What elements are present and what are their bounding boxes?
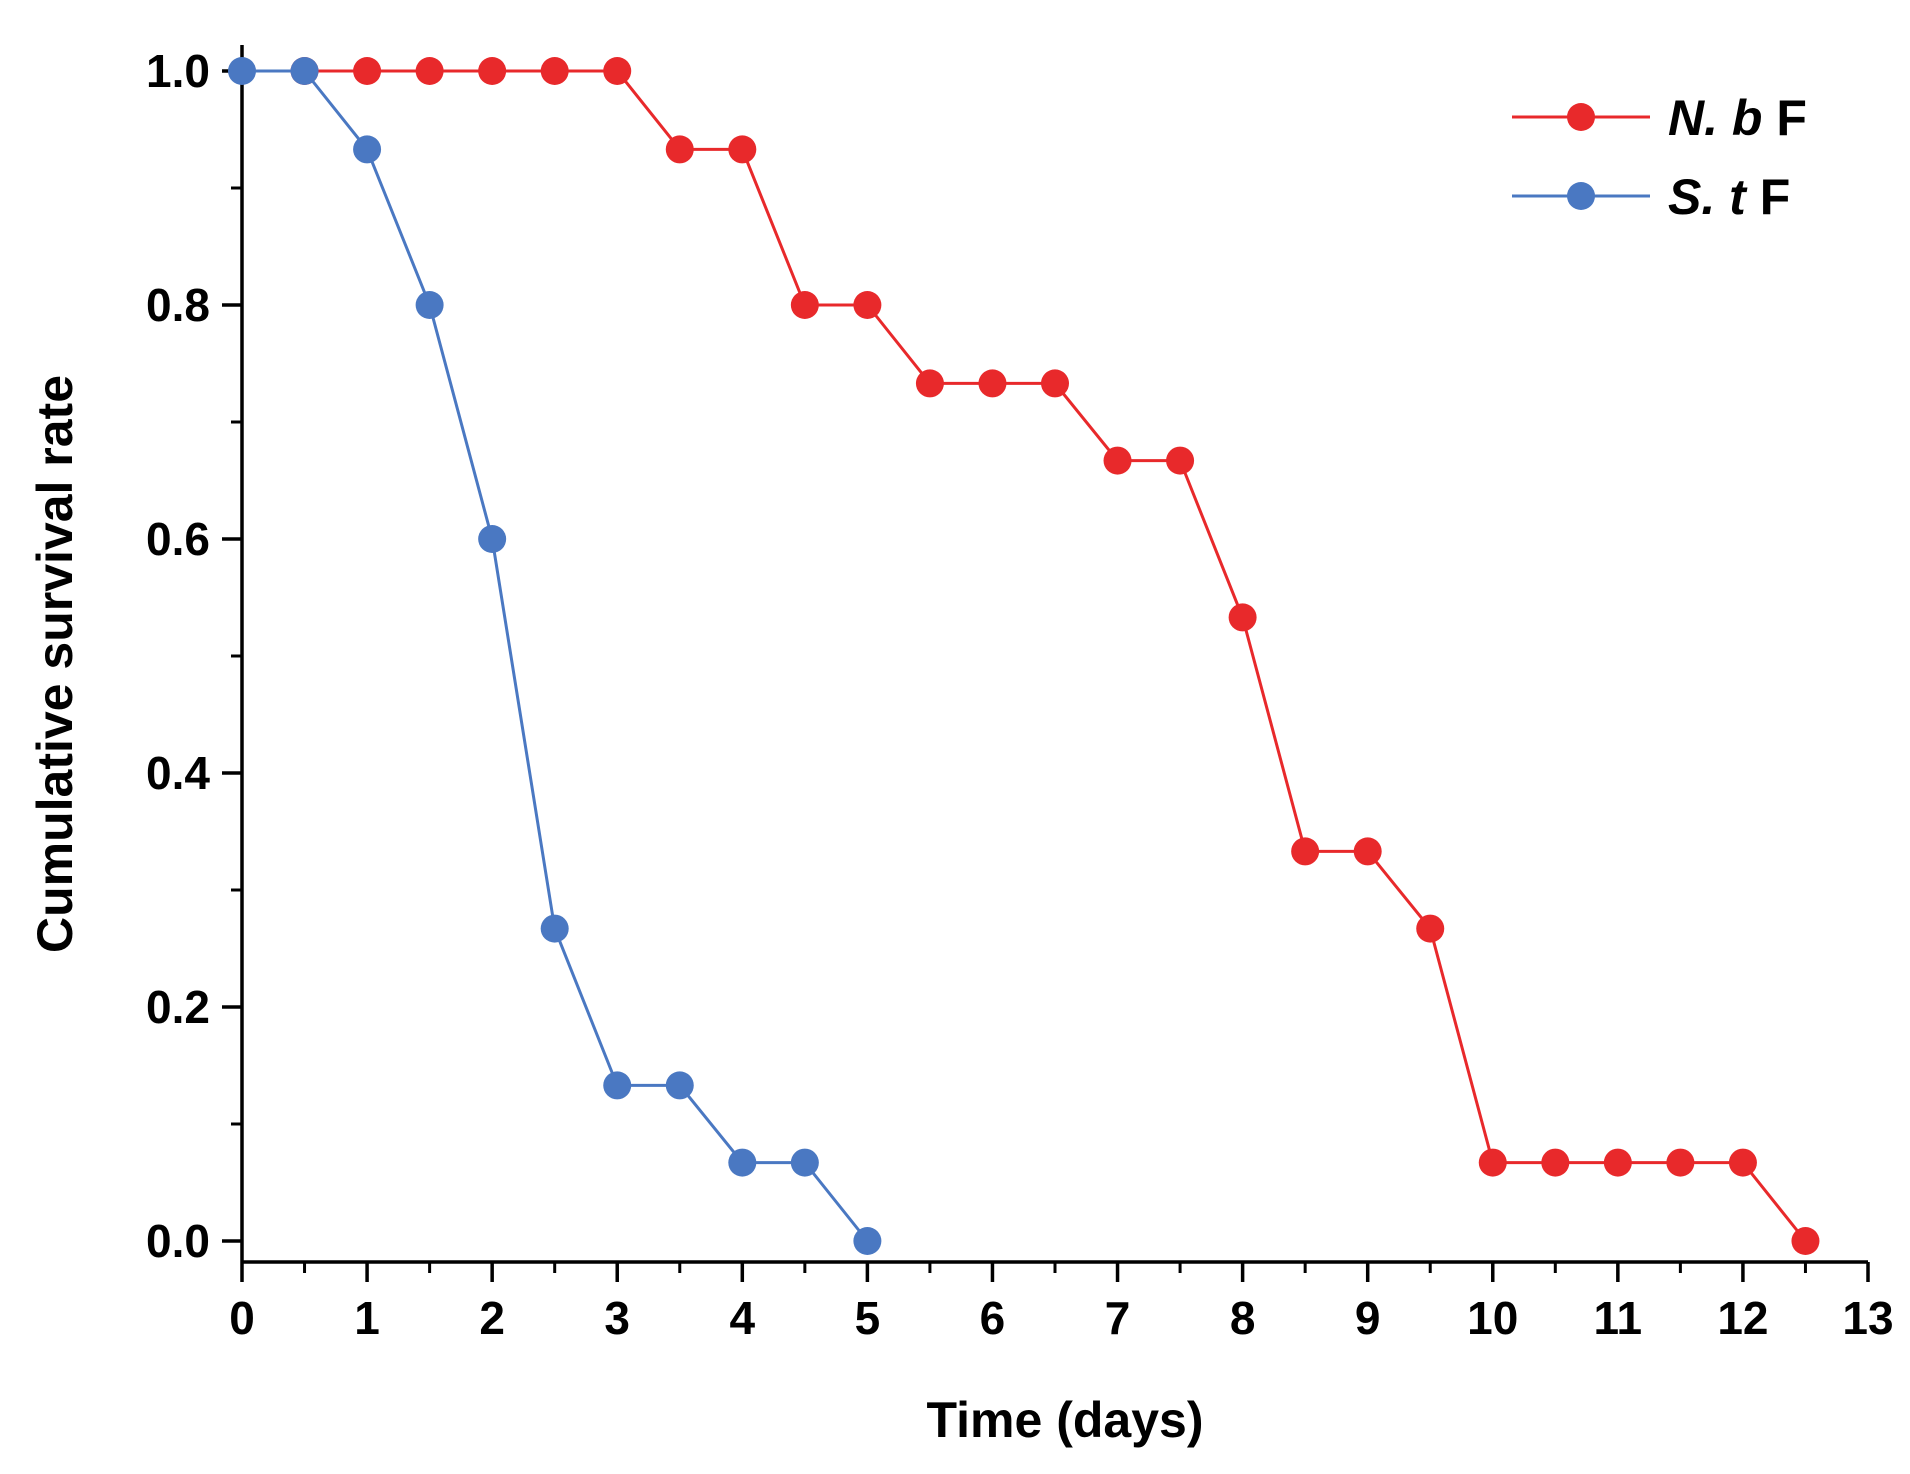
axes: 0 1 2 3 4 5 6 7 8 9 10 11 12 130.00.20.40.60.81.0	[146, 45, 1894, 1344]
data-point-nbf	[415, 57, 444, 85]
y-tick-label-0.6: 0.6	[146, 513, 210, 565]
series-line-nbf	[304, 69, 1807, 1242]
legend-label-italic: N. b	[1668, 90, 1762, 146]
legend-label-italic: S. t	[1668, 169, 1748, 225]
legend-label-stf: S. t F	[1668, 169, 1790, 225]
series-layer	[228, 57, 1820, 1255]
data-point-nbf	[353, 57, 382, 85]
data-point-stf	[478, 525, 507, 553]
y-tick-label-0.4: 0.4	[146, 747, 210, 799]
data-point-stf	[353, 135, 382, 164]
data-point-nbf	[853, 291, 882, 319]
legend-label-suffix: F	[1746, 169, 1790, 225]
data-point-nbf	[1666, 1148, 1695, 1177]
legend-label-suffix: F	[1762, 90, 1806, 146]
data-point-nbf	[1353, 837, 1382, 866]
legend-marker-stf	[1567, 182, 1595, 210]
data-point-nbf	[1541, 1148, 1570, 1177]
x-tick-label-5: 5	[855, 1292, 881, 1344]
legend-item-stf: S. t F	[1512, 169, 1790, 225]
data-point-nbf	[1166, 446, 1195, 475]
x-tick-label-12: 12	[1717, 1292, 1768, 1344]
data-point-nbf	[978, 369, 1007, 398]
data-point-nbf	[915, 369, 944, 398]
x-tick-label-3: 3	[604, 1292, 630, 1344]
data-point-stf	[853, 1227, 882, 1255]
data-point-nbf	[1041, 369, 1069, 398]
data-point-stf	[415, 291, 444, 319]
series-line-stf	[242, 69, 869, 1242]
data-point-nbf	[478, 57, 507, 85]
data-point-nbf	[603, 57, 632, 85]
data-point-nbf	[728, 135, 757, 164]
data-point-stf	[665, 1071, 694, 1100]
data-point-stf	[790, 1148, 819, 1177]
data-point-nbf	[540, 57, 569, 85]
x-tick-label-1: 1	[354, 1292, 380, 1344]
data-point-nbf	[1103, 446, 1132, 475]
x-tick-label-7: 7	[1105, 1292, 1131, 1344]
x-tick-label-2: 2	[479, 1292, 505, 1344]
x-axis-title: Time (days)	[927, 1392, 1204, 1448]
data-point-nbf	[790, 291, 819, 319]
x-tick-label-6: 6	[980, 1292, 1006, 1344]
data-point-nbf	[1478, 1148, 1507, 1177]
x-tick-label-0: 0	[229, 1292, 255, 1344]
data-point-stf	[728, 1148, 757, 1177]
series-nbf	[290, 57, 1820, 1255]
data-point-nbf	[1603, 1148, 1632, 1177]
data-point-nbf	[665, 135, 694, 164]
y-tick-label-0.0: 0.0	[146, 1215, 210, 1267]
y-tick-label-1.0: 1.0	[146, 45, 210, 97]
x-tick-label-10: 10	[1467, 1292, 1518, 1344]
data-point-nbf	[1291, 837, 1320, 866]
x-tick-label-8: 8	[1230, 1292, 1256, 1344]
y-axis-title: Cumulative survival rate	[27, 375, 83, 953]
y-tick-label-0.8: 0.8	[146, 279, 210, 331]
data-point-stf	[540, 914, 569, 943]
legend-marker-nbf	[1567, 103, 1595, 131]
legend-item-nbf: N. b F	[1512, 90, 1807, 146]
data-point-nbf	[1728, 1148, 1757, 1177]
series-stf	[228, 57, 882, 1255]
data-point-nbf	[1416, 914, 1445, 943]
data-point-stf	[603, 1071, 632, 1100]
x-tick-label-11: 11	[1594, 1292, 1643, 1344]
data-point-nbf	[1228, 603, 1257, 632]
x-tick-label-9: 9	[1355, 1292, 1381, 1344]
legend: N. b FS. t F	[1512, 90, 1807, 225]
data-point-nbf	[1791, 1227, 1820, 1255]
data-point-stf	[228, 57, 256, 85]
y-tick-label-0.2: 0.2	[146, 981, 210, 1033]
data-point-stf	[290, 57, 319, 85]
x-tick-label-4: 4	[730, 1292, 756, 1344]
x-tick-label-13: 13	[1842, 1292, 1893, 1344]
legend-label-nbf: N. b F	[1668, 90, 1807, 146]
